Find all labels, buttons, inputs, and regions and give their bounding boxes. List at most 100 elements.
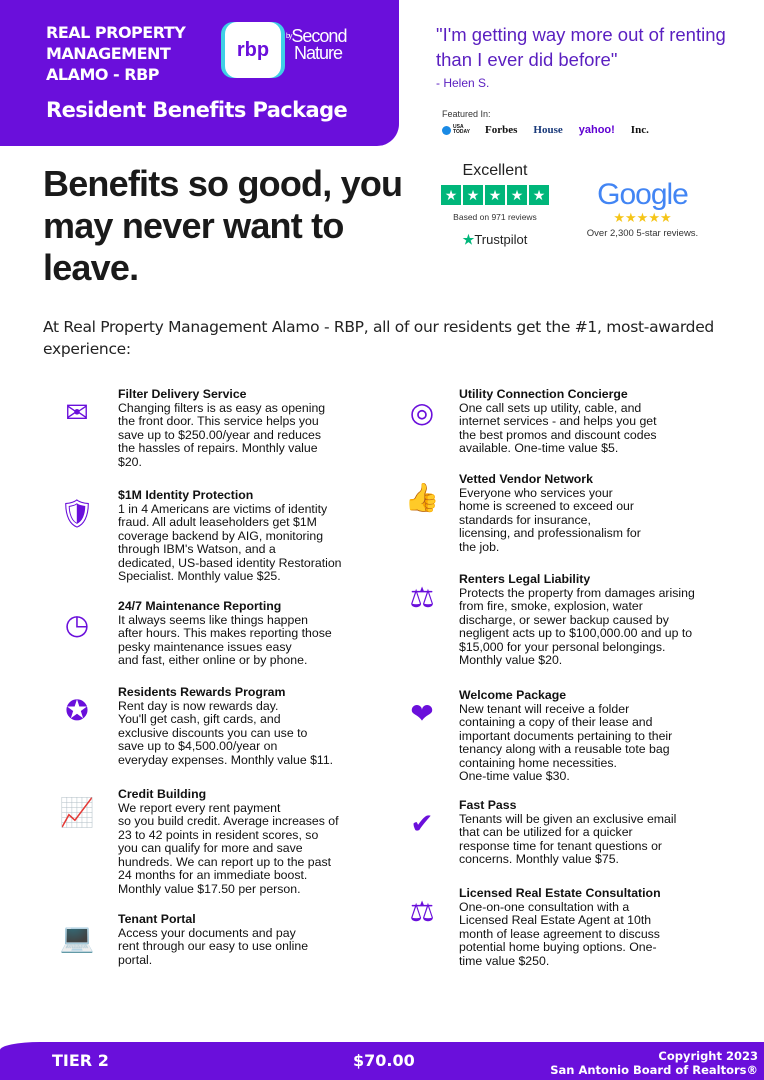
yahoo-logo: yahoo! <box>578 124 615 136</box>
benefit-text: response time for tenant questions or <box>459 838 663 853</box>
benefit-text: important documents pertaining to their <box>459 728 673 743</box>
benefit-text: Monthly value $17.50 per person. <box>118 881 301 896</box>
credit-chart-icon: 📈 <box>59 796 95 828</box>
benefit-title: Residents Rewards Program <box>118 685 286 699</box>
testimonial-quote: "I'm getting way more out of renting tha… <box>436 24 726 70</box>
laptop-icon: 💻 <box>59 921 95 953</box>
second-nature-logo: bySecond Nature <box>286 26 347 63</box>
benefit-text: containing home necessities. <box>459 755 617 770</box>
identity-shield-icon: 🛡 <box>59 497 95 529</box>
benefit-text: the best promos and discount codes <box>459 427 657 442</box>
tier-price: $70.00 <box>353 1051 415 1070</box>
star-icon: ★ <box>441 185 461 205</box>
star-icon: ★ <box>485 185 505 205</box>
star-icon: ★ <box>507 185 527 205</box>
benefit-title: Welcome Package <box>459 688 567 702</box>
benefit-title: Licensed Real Estate Consultation <box>459 886 661 900</box>
benefit-text: available. One-time value $5. <box>459 441 619 455</box>
benefit-text: you can qualify for more and save <box>118 841 303 855</box>
trustpilot-rating: Excellent <box>462 162 528 179</box>
org-line: MANAGEMENT <box>46 44 171 63</box>
benefit-text: coverage backend by AIG, monitoring <box>118 528 324 543</box>
benefit-text: that can be utilized for a quicker <box>459 825 633 839</box>
benefit-text: fraud. All adult leaseholders get $1M <box>118 515 317 529</box>
header-banner: REAL PROPERTY MANAGEMENT ALAMO - RBP rbp… <box>0 0 399 146</box>
benefit-text: We report every rent payment <box>118 800 281 815</box>
benefit-title: Fast Pass <box>459 798 517 812</box>
benefit-text: save up to $4,500.00/year on <box>118 739 278 753</box>
benefit-item: $1M Identity Protection 1 in 4 Americans … <box>118 488 342 584</box>
benefit-text: potential home buying options. One- <box>459 940 657 954</box>
benefit-text: discharge, or sewer backup caused by <box>459 612 669 627</box>
benefit-item: 24/7 Maintenance Reporting It always seem… <box>118 599 332 668</box>
testimonial-author: - Helen S. <box>436 76 490 90</box>
benefit-text: negligent acts up to $100,000.00 and up … <box>459 626 693 640</box>
rbp-logo: rbp <box>225 22 281 78</box>
benefit-item: Credit Building We report every rent paym… <box>118 787 339 896</box>
utility-gauge-icon: ◎ <box>409 396 435 428</box>
logo-brand: Nature <box>294 43 343 63</box>
benefit-text: the job. <box>459 539 500 554</box>
benefit-text: You'll get cash, gift cards, and <box>118 712 281 726</box>
tier-label: TIER 2 <box>52 1051 109 1070</box>
benefit-text: One-time value $30. <box>459 769 570 783</box>
logo-by: by <box>286 33 292 40</box>
benefit-text: Monthly value $20. <box>459 653 563 667</box>
trustpilot-stars: ★ ★ ★ ★ ★ <box>438 185 552 205</box>
benefit-text: Everyone who services your <box>459 485 613 500</box>
benefit-text: home is screened to exceed our <box>459 499 634 513</box>
benefit-text: exclusive discounts you can use to <box>118 725 308 740</box>
benefit-text: dedicated, US-based identity Restoration <box>118 555 342 570</box>
benefit-item: Renters Legal Liability Protects the prop… <box>459 572 695 668</box>
google-badge: Google ★★★★★ Over 2,300 5-star reviews. <box>570 178 715 239</box>
google-reviews: Over 2,300 5-star reviews. <box>586 228 699 239</box>
benefit-text: Specialist. Monthly value $25. <box>118 569 281 583</box>
benefit-item: Utility Connection Concierge One call set… <box>459 387 657 456</box>
logo-brand: Second <box>291 26 347 46</box>
inc-logo: Inc. <box>630 124 649 136</box>
benefit-text: One call sets up utility, cable, and <box>459 400 642 415</box>
house-logo: House <box>533 124 563 136</box>
benefit-text: 1 in 4 Americans are victims of identity <box>118 501 328 516</box>
footer-bar: TIER 2 $70.00 Copyright 2023 San Antonio … <box>0 1042 764 1080</box>
benefit-title: Credit Building <box>118 787 207 801</box>
benefit-text: save up to $250.00/year and reduces <box>118 427 322 442</box>
benefit-title: $1M Identity Protection <box>118 488 254 502</box>
thumbs-up-icon: 👍 <box>404 481 440 513</box>
benefit-text: portal. <box>118 952 153 967</box>
trustpilot-logo: ★Trustpilot <box>462 232 528 247</box>
featured-label: Featured In: <box>442 109 491 119</box>
headline: Benefits so good, you may never want to … <box>43 163 403 288</box>
filter-delivery-icon: ✉ <box>65 396 89 428</box>
benefit-text: $20. <box>118 454 142 469</box>
benefit-item: Licensed Real Estate Consultation One-on-… <box>459 886 661 968</box>
benefit-text: Licensed Real Estate Agent at 10th <box>459 913 652 927</box>
benefit-text: 23 to 42 points in resident scores, so <box>118 827 319 842</box>
benefit-text: time value $250. <box>459 953 550 968</box>
star-icon: ★ <box>463 185 483 205</box>
benefit-text: after hours. This makes reporting those <box>118 626 332 640</box>
benefit-title: Filter Delivery Service <box>118 387 247 401</box>
award-ribbon-icon: ✪ <box>65 694 89 726</box>
scales-icon: ⚖ <box>409 895 435 927</box>
benefit-item: Tenant Portal Access your documents and p… <box>118 912 308 967</box>
usa-today-logo: USA TODAY <box>442 125 470 135</box>
benefit-title: Renters Legal Liability <box>459 572 591 586</box>
copyright: Copyright 2023 San Antonio Board of Realt… <box>550 1049 758 1077</box>
benefit-text: internet services - and helps you get <box>459 414 657 428</box>
benefit-text: from fire, smoke, explosion, water <box>459 599 643 613</box>
package-heart-icon: ❤ <box>410 697 434 729</box>
benefit-text: the hassles of repairs. Monthly value <box>118 441 318 455</box>
benefit-text: through IBM's Watson, and a <box>118 542 276 556</box>
benefit-text: Rent day is now rewards day. <box>118 698 279 713</box>
gavel-icon: ⚖ <box>409 581 435 613</box>
benefit-text: Access your documents and pay <box>118 925 296 940</box>
benefit-text: the front door. This service helps you <box>118 414 319 428</box>
org-line: ALAMO - RBP <box>46 65 160 84</box>
benefit-item: Vetted Vendor Network Everyone who servic… <box>459 472 641 554</box>
benefit-text: $15,000 for your personal belongings. <box>459 639 666 654</box>
intro-text: At Real Property Management Alamo - RBP,… <box>43 318 714 358</box>
trustpilot-based-on: Based on 971 reviews <box>453 212 537 222</box>
benefit-text: 24 months for an immediate boost. <box>118 868 308 882</box>
benefit-text: containing a copy of their lease and <box>459 715 653 729</box>
